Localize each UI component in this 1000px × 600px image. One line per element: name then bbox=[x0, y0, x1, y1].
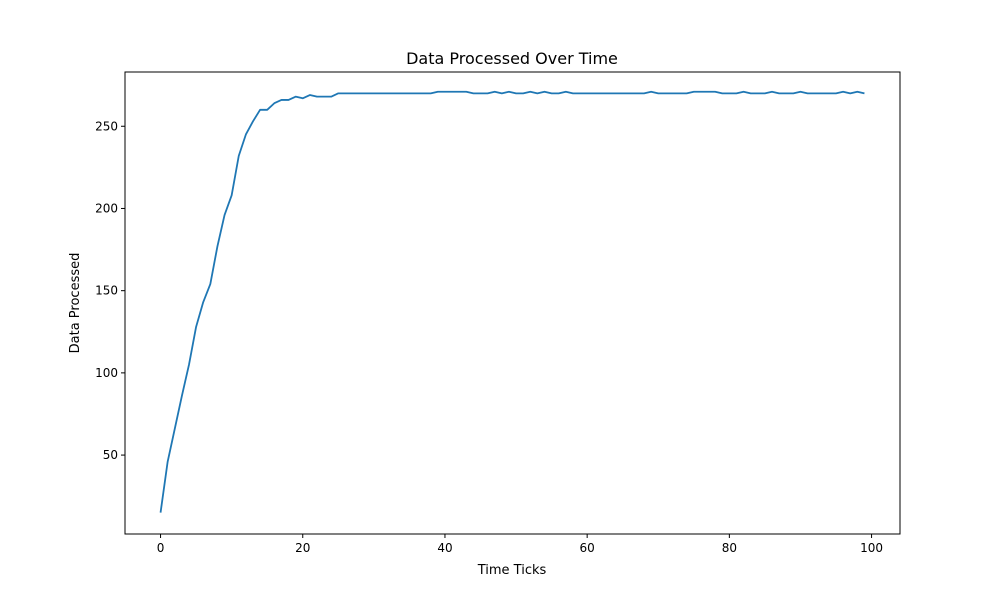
x-tick-label: 20 bbox=[295, 541, 310, 555]
plot-area bbox=[159, 90, 865, 513]
x-axis: 0 20 40 60 80 100 bbox=[157, 534, 883, 555]
y-tick-label: 100 bbox=[95, 366, 118, 380]
x-tick-label: 0 bbox=[157, 541, 165, 555]
y-tick-label: 150 bbox=[95, 284, 118, 298]
y-tick-label: 200 bbox=[95, 201, 118, 215]
y-axis: 50 100 150 200 250 bbox=[95, 119, 125, 462]
plot-frame bbox=[124, 71, 901, 535]
x-tick-label: 80 bbox=[722, 541, 737, 555]
y-tick-label: 50 bbox=[103, 448, 118, 462]
x-tick-label: 100 bbox=[860, 541, 883, 555]
y-axis-label: Data Processed bbox=[68, 253, 83, 354]
x-tick-label: 40 bbox=[437, 541, 452, 555]
series-line bbox=[159, 90, 865, 513]
chart-title: Data Processed Over Time bbox=[406, 49, 618, 68]
x-tick-label: 60 bbox=[580, 541, 595, 555]
x-axis-label: Time Ticks bbox=[477, 563, 547, 578]
y-tick-label: 250 bbox=[95, 119, 118, 133]
